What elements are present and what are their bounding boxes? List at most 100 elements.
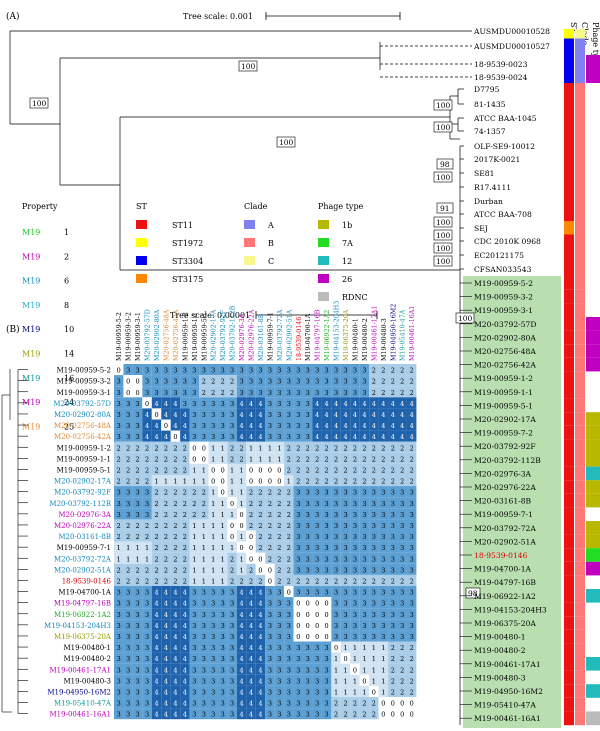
heatmap-cell-value: 2	[277, 578, 281, 586]
heatmap-cell-value: 4	[164, 711, 168, 719]
bootstrap-2: 100	[32, 99, 47, 108]
heatmap-cell	[340, 541, 351, 553]
heatmap-cell	[350, 475, 360, 487]
heatmap-cell	[123, 463, 133, 475]
heatmap-cell-value: 3	[126, 400, 130, 408]
heatmap-cell-value: 0	[410, 711, 414, 719]
heatmap-cell-value: 2	[164, 455, 168, 463]
heatmap-cell	[208, 541, 218, 553]
heatmap-cell-value: 3	[249, 389, 253, 397]
heatmap-cell-value: 0	[381, 700, 385, 708]
heatmap-cell-value: 4	[258, 689, 262, 697]
heatmap-cell	[312, 419, 322, 431]
heatmap-cell	[312, 708, 322, 720]
heatmap-cell-value: 3	[334, 622, 338, 630]
heatmap-cell	[114, 619, 124, 631]
heatmap-cell	[114, 708, 124, 720]
heatmap-cell-value: 4	[249, 433, 253, 441]
heatmap-cell	[293, 563, 303, 575]
phage-strip-cell	[586, 453, 600, 467]
heatmap-cell-value: 2	[325, 478, 329, 486]
heatmap-cell-value: 3	[221, 666, 225, 674]
heatmap-cell	[199, 408, 209, 420]
heatmap-cell-value: 3	[343, 566, 347, 574]
heatmap-cell-value: 4	[372, 411, 376, 419]
heatmap-cell-value: 3	[296, 378, 300, 386]
heatmap-cell-value: 0	[362, 677, 366, 685]
heatmap-cell-value: 2	[287, 500, 291, 508]
heatmap-cell	[246, 685, 256, 697]
heatmap-cell-value: 3	[315, 511, 319, 519]
heatmap-cell	[227, 452, 237, 464]
heatmap-cell	[132, 430, 143, 442]
heatmap-cell-value: 2	[325, 455, 329, 463]
heatmap-cell-value: 3	[145, 389, 149, 397]
heatmap-cell-value: 2	[391, 655, 395, 663]
heatmap-cell-value: 2	[154, 555, 158, 563]
heatmap-cell	[293, 441, 303, 453]
heatmap-cell	[255, 519, 266, 531]
heatmap-cell-value: 2	[296, 478, 300, 486]
heatmap-cell	[274, 586, 285, 598]
heatmap-cell	[340, 641, 351, 653]
heatmap-cell-value: 1	[381, 677, 385, 685]
heatmap-cell	[378, 586, 389, 598]
heatmap-cell	[199, 475, 209, 487]
heatmap-cell-value: 4	[400, 411, 404, 419]
heatmap-cell	[265, 630, 275, 642]
legend-phage-label: 12	[342, 257, 352, 266]
heatmap-cell	[303, 663, 313, 675]
heatmap-cell-value: 4	[353, 400, 357, 408]
heatmap-cell	[369, 541, 379, 553]
heatmap-cell	[236, 641, 247, 653]
heatmap-cell-value: 1	[362, 666, 366, 674]
heatmap-column-label: M20-03792-112B	[230, 305, 237, 361]
heatmap-cell	[397, 375, 407, 387]
heatmap-cell-value: 3	[230, 600, 234, 608]
heatmap-cell-value: 2	[154, 511, 158, 519]
st-strip-cell	[564, 303, 574, 317]
heatmap-cell-value: 4	[173, 700, 177, 708]
heatmap-cell-value: 3	[136, 622, 140, 630]
heatmap-cell-value: 3	[334, 511, 338, 519]
heatmap-cell-value: 3	[183, 389, 187, 397]
heatmap-cell	[369, 674, 379, 686]
heatmap-cell-value: 3	[287, 411, 291, 419]
heatmap-cell-value: 2	[306, 467, 310, 475]
heatmap-cell-value: 0	[268, 478, 272, 486]
heatmap-cell-value: 2	[296, 467, 300, 475]
heatmap-cell	[114, 541, 124, 553]
heatmap-cell	[350, 563, 360, 575]
heatmap-cell-value: 3	[277, 400, 281, 408]
heatmap-cell-value: 2	[372, 700, 376, 708]
heatmap-column-label: M20-02976-22A	[249, 309, 256, 361]
st-strip-cell	[564, 83, 574, 97]
clade-strip-cell	[575, 96, 585, 111]
heatmap-cell-value: 0	[249, 544, 253, 552]
heatmap-cell-value: 2	[391, 455, 395, 463]
heatmap-cell-value: 2	[173, 511, 177, 519]
heatmap-row-label: M19-00959-7-1	[57, 544, 111, 552]
heatmap-cell	[255, 608, 266, 620]
heatmap-cell-value: 1	[240, 467, 244, 475]
heatmap-cell	[284, 430, 294, 442]
heatmap-cell-value: 2	[381, 367, 385, 375]
heatmap-cell	[331, 419, 341, 431]
heatmap-cell-value: 2	[154, 444, 158, 452]
heatmap-cell-value: 4	[410, 411, 414, 419]
tree-a-leaf-label: OLF-SE9-10012	[474, 142, 535, 151]
heatmap-cell	[236, 674, 247, 686]
heatmap-cell	[142, 674, 152, 686]
heatmap-cell	[265, 441, 275, 453]
heatmap-cell-value: 4	[249, 644, 253, 652]
heatmap-cell-value: 4	[410, 433, 414, 441]
heatmap-cell-value: 4	[249, 400, 253, 408]
heatmap-cell-value: 3	[126, 677, 130, 685]
heatmap-cell	[369, 397, 379, 409]
st-strip-cell	[564, 439, 574, 453]
heatmap-cell	[350, 364, 360, 376]
heatmap-cell-value: 2	[164, 511, 168, 519]
heatmap-column-label: M19-00480-1	[352, 318, 359, 361]
heatmap-cell-value: 3	[362, 367, 366, 375]
heatmap-cell-value: 3	[343, 600, 347, 608]
